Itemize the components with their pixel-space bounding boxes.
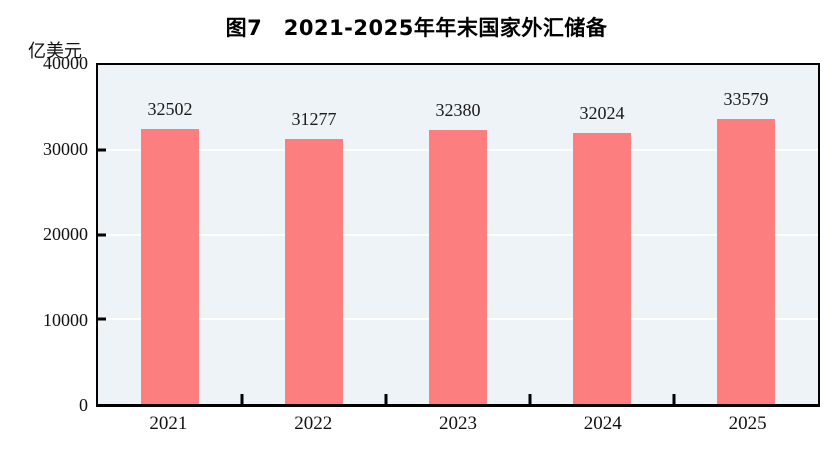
y-axis-tick-label: 40000 xyxy=(43,53,88,73)
x-axis-label-2025: 2025 xyxy=(728,413,767,434)
bar-2022 xyxy=(285,138,343,404)
bar-2025 xyxy=(717,119,775,404)
bar-2024 xyxy=(573,132,631,404)
y-axis-tick-label: 30000 xyxy=(43,138,88,159)
bar-value-label: 32024 xyxy=(579,102,625,123)
bar-value-label: 32380 xyxy=(435,99,481,120)
x-axis-tick-mark xyxy=(672,394,676,404)
bar-value-label: 33579 xyxy=(723,89,769,110)
y-axis-tick-mark xyxy=(98,317,106,321)
y-axis-tick-mark xyxy=(98,148,106,152)
x-axis-label-2022: 2022 xyxy=(294,413,333,434)
x-axis-tick-mark xyxy=(384,394,388,404)
chart-title: 图7 2021-2025年年末国家外汇储备 xyxy=(225,16,608,40)
bar-value-label: 32502 xyxy=(147,98,193,119)
bar-2023 xyxy=(429,129,487,404)
bar-value-label: 31277 xyxy=(291,108,337,129)
bar-2021 xyxy=(141,128,199,404)
x-axis-tick-mark xyxy=(528,394,532,404)
y-axis-tick-label: 20000 xyxy=(43,224,88,244)
y-axis-tick-label: 0 xyxy=(79,395,88,415)
x-axis-label-2023: 2023 xyxy=(439,413,477,434)
y-axis-unit-label: 亿美元 xyxy=(28,41,82,61)
y-axis-tick-label: 10000 xyxy=(43,309,88,330)
plot-area: 32502 31277 32380 32024 33579 xyxy=(96,63,820,407)
x-axis-label-2021: 2021 xyxy=(149,413,188,434)
x-axis-tick-mark xyxy=(240,394,244,404)
x-axis-label-2024: 2024 xyxy=(583,413,622,434)
y-axis-tick-mark xyxy=(98,233,106,236)
